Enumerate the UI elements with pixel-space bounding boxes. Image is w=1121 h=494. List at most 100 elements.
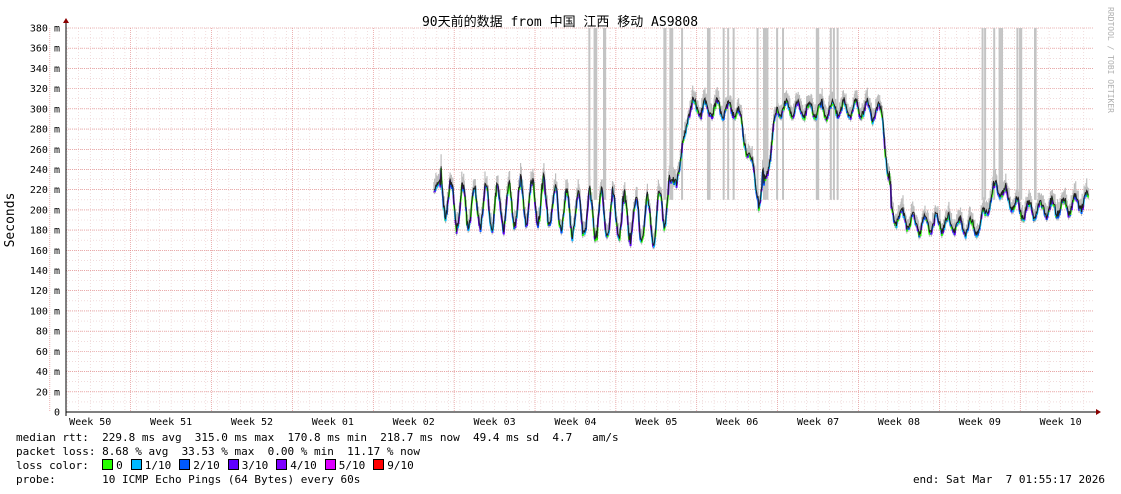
loss-colored-segment — [824, 117, 827, 120]
loss-color-item: 9/10 — [373, 459, 414, 472]
x-tick-label: Week 04 — [554, 417, 596, 428]
loss-colored-segment — [548, 223, 552, 227]
loss-colored-segment — [829, 106, 832, 109]
loss-colored-segment — [926, 221, 929, 224]
loss-colored-segment — [950, 226, 953, 230]
y-tick-label: 160 m — [30, 246, 60, 257]
loss-colored-segment — [831, 101, 834, 105]
loss-colored-segment — [747, 154, 750, 157]
loss-colored-segment — [836, 116, 840, 119]
loss-colored-segment — [808, 103, 812, 107]
loss-colored-segment — [707, 111, 710, 115]
loss-color-swatch — [179, 459, 191, 470]
x-tick-label: Week 02 — [393, 417, 435, 428]
loss-colored-segment — [838, 113, 841, 116]
loss-colored-segment — [525, 225, 528, 228]
loss-colored-segment — [925, 219, 928, 222]
loss-colored-segment — [724, 109, 727, 112]
loss-colored-segment — [433, 190, 436, 193]
loss-colored-segment — [616, 235, 620, 238]
loss-colored-segment — [549, 221, 552, 224]
x-tick-label: Week 52 — [231, 417, 273, 428]
chart-title: 90天前的数据 from 中国 江西 移动 AS9808 — [422, 14, 698, 30]
loss-colored-segment — [607, 233, 610, 236]
loss-colored-segment — [812, 115, 815, 118]
loss-colored-segment — [1054, 215, 1058, 218]
x-tick-label: Week 51 — [150, 417, 192, 428]
loss-color-item: 5/10 — [324, 459, 365, 472]
loss-color-text: 9/10 — [387, 459, 414, 472]
median-rtt-stats: median rtt: 229.8 ms avg 315.0 ms max 17… — [16, 431, 619, 444]
loss-color-swatch — [276, 459, 288, 470]
loss-colored-segment — [749, 157, 752, 160]
loss-colored-segment — [673, 182, 676, 186]
loss-colored-segment — [827, 115, 830, 118]
x-tick-label: Week 06 — [716, 417, 758, 428]
packet-loss-stats: packet loss: 8.68 % avg 33.53 % max 0.00… — [16, 445, 420, 458]
loss-colored-segment — [970, 222, 973, 225]
loss-colored-segment — [1052, 204, 1055, 207]
loss-color-text: 1/10 — [144, 459, 172, 472]
loss-colored-segment — [997, 194, 1000, 197]
loss-colored-segment — [606, 234, 609, 238]
loss-colored-segment — [1034, 218, 1037, 221]
y-tick-label: 200 m — [30, 205, 60, 216]
loss-color-item: 0 — [102, 459, 123, 472]
loss-colored-segment — [785, 100, 788, 103]
loss-color-swatch — [130, 459, 142, 470]
loss-color-swatch — [102, 459, 114, 470]
loss-colored-segment — [950, 225, 953, 228]
loss-colored-segment — [893, 221, 896, 224]
loss-colored-segment — [858, 116, 861, 119]
smoke-band — [433, 28, 1090, 250]
loss-colored-segment — [951, 228, 954, 231]
loss-colored-segment — [914, 223, 917, 226]
median-line-layer — [433, 96, 1090, 249]
loss-color-legend: loss color: 0 1/10 2/10 3/10 4/10 5/10 9/10 — [16, 459, 422, 473]
loss-colored-segment — [1003, 188, 1007, 192]
loss-colored-segment — [1069, 214, 1072, 217]
loss-colored-segment — [677, 171, 680, 175]
loss-colored-segment — [1023, 219, 1026, 222]
loss-colored-segment — [467, 229, 470, 232]
loss-colored-segment — [669, 181, 673, 184]
y-tick-label: 0 — [54, 408, 60, 419]
loss-colored-segment — [558, 225, 561, 228]
loss-color-swatch — [373, 459, 385, 470]
loss-colored-segment — [639, 239, 642, 242]
loss-color-text: 0 — [116, 459, 123, 472]
loss-colored-segment — [746, 155, 750, 158]
loss-colored-segment — [658, 192, 661, 196]
loss-colored-segment — [987, 214, 989, 217]
loss-colored-segment — [436, 183, 440, 187]
end-timestamp: end: Sat Mar 7 01:55:17 2026 — [912, 473, 1105, 486]
y-tick-label: 40 m — [36, 367, 60, 378]
loss-color-text: 4/10 — [290, 459, 317, 472]
loss-colored-segment — [832, 103, 835, 106]
loss-color-item: 3/10 — [227, 459, 268, 472]
loss-colored-segment — [899, 211, 902, 214]
loss-colored-segment — [848, 116, 851, 119]
loss-colored-segment — [491, 231, 494, 234]
loss-color-swatch — [324, 459, 336, 470]
loss-colored-segment — [799, 112, 803, 115]
x-tick-label: Week 50 — [69, 417, 111, 428]
x-tick-label: Week 07 — [797, 417, 839, 428]
loss-colored-segment — [697, 111, 700, 114]
loss-colored-segment — [955, 223, 959, 226]
loss-colored-segment — [686, 124, 689, 127]
y-axis-arrow — [63, 18, 69, 23]
loss-colored-segment — [774, 114, 777, 117]
loss-colored-segment — [924, 217, 927, 220]
y-tick-label: 240 m — [30, 165, 60, 176]
y-tick-label: 20 m — [36, 387, 60, 398]
x-tick-label: Week 09 — [959, 417, 1001, 428]
loss-colored-segment — [437, 182, 440, 185]
y-tick-label: 280 m — [30, 125, 60, 136]
loss-colored-segment — [911, 214, 914, 218]
loss-colored-segment — [709, 114, 712, 117]
loss-colored-segment — [945, 220, 948, 223]
loss-color-swatch — [227, 459, 239, 470]
loss-colored-segment — [845, 110, 849, 114]
